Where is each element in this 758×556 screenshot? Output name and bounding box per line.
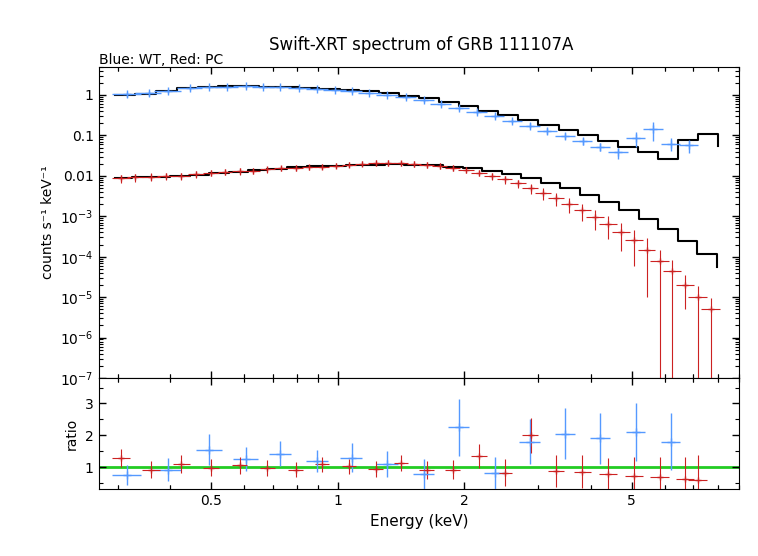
Text: Blue: WT, Red: PC: Blue: WT, Red: PC	[99, 53, 223, 67]
Y-axis label: ratio: ratio	[65, 418, 80, 450]
Text: Swift-XRT spectrum of GRB 111107A: Swift-XRT spectrum of GRB 111107A	[268, 36, 573, 54]
X-axis label: Energy (keV): Energy (keV)	[370, 514, 468, 529]
Y-axis label: counts s⁻¹ keV⁻¹: counts s⁻¹ keV⁻¹	[41, 166, 55, 279]
